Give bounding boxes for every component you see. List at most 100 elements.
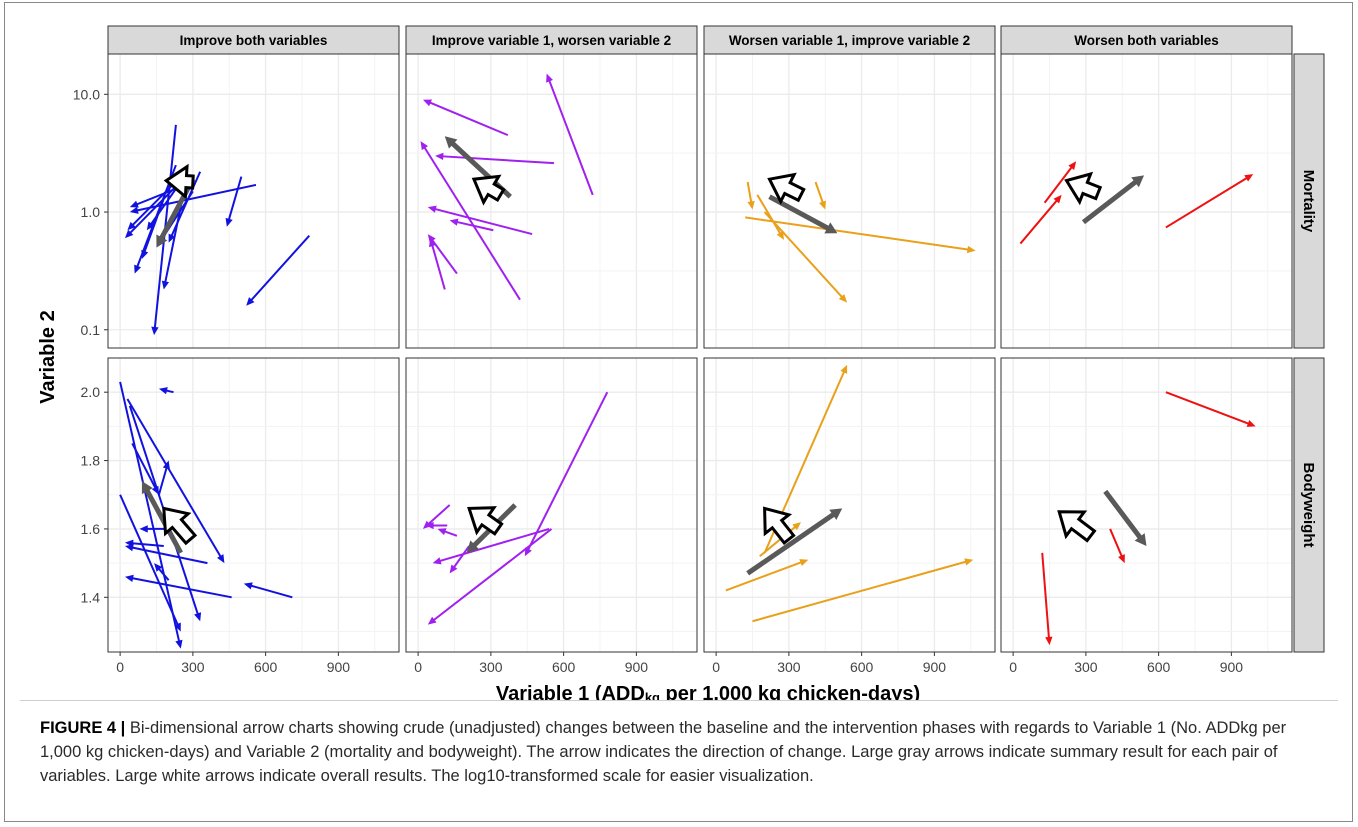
data-arrow-head [437, 528, 447, 536]
data-arrow-line [157, 467, 168, 496]
panel-border [1000, 357, 1293, 653]
panel-grid [704, 54, 995, 348]
data-arrow-head [432, 557, 442, 565]
summary-arrow-head [1134, 533, 1147, 547]
x-tick-label: 300 [777, 659, 801, 675]
overall-arrow [763, 506, 796, 546]
row-strip [1293, 357, 1325, 653]
data-arrow-head [146, 221, 155, 231]
data-arrow-line [756, 194, 782, 235]
panels-layer [107, 53, 1293, 653]
data-arrow-line [119, 494, 179, 626]
column-strip-label: Worsen variable 1, improve variable 2 [729, 33, 970, 48]
data-arrow-head [154, 563, 163, 572]
column-strip-label: Improve both variables [180, 33, 328, 48]
panel-arrows [1041, 391, 1256, 646]
data-arrow-line [227, 176, 243, 221]
data-arrow-line [527, 391, 609, 551]
axes-layer: 10.0 1.0 0.1 2.0 1.8 1.6 1.4 0 300 600 900 0 300 600 9… [73, 86, 1244, 675]
panel-background [108, 358, 399, 652]
row-strip [1293, 53, 1325, 349]
data-arrow-head [1118, 554, 1125, 564]
overall-arrow [471, 174, 506, 206]
data-arrow-head [124, 229, 134, 239]
data-arrow-head [427, 616, 437, 625]
data-arrow-line [1043, 166, 1073, 204]
column-strip [405, 25, 698, 55]
data-arrow-line [1109, 528, 1123, 557]
data-arrow-line [746, 181, 753, 203]
data-arrow-line [250, 584, 293, 599]
column-strip [703, 25, 996, 55]
data-arrow-head [127, 221, 136, 231]
overall-arrow [767, 172, 806, 205]
data-arrow-head [129, 200, 139, 208]
x-tick-label: 0 [1009, 659, 1017, 675]
data-arrow-line [814, 181, 824, 204]
data-arrow-line [745, 216, 969, 251]
data-arrow-head [966, 245, 976, 254]
panel-background [704, 54, 995, 348]
summary-arrow-head [829, 508, 843, 521]
data-arrow-head [747, 200, 755, 210]
data-arrow-line [250, 234, 311, 302]
data-arrow-head [546, 73, 553, 83]
summary-arrow-head [444, 136, 458, 149]
x-tick-label: 300 [1074, 659, 1098, 675]
summary-arrow-head [824, 222, 838, 234]
data-arrow-line [131, 178, 180, 226]
data-arrow-head [175, 639, 183, 649]
data-arrow-head [422, 99, 432, 107]
x-tick-label: 600 [1147, 659, 1171, 675]
caption-text: Bi-dimensional arrow charts showing crud… [40, 719, 1287, 785]
panel-border [703, 357, 996, 653]
data-arrow-line [165, 389, 174, 394]
data-arrow-line [126, 398, 222, 558]
summary-arrow-line [1081, 179, 1138, 225]
panel-grid [406, 54, 697, 348]
data-arrow-head [420, 141, 429, 151]
data-arrow-head [194, 612, 202, 622]
caption-divider [20, 700, 1338, 701]
panel-1-3 [1000, 357, 1293, 653]
column-strip [1000, 25, 1293, 55]
data-arrow-head [1068, 161, 1077, 171]
x-tick-label: 600 [552, 659, 576, 675]
data-arrow-head [134, 264, 142, 274]
panel-arrows [1019, 161, 1254, 245]
summary-arrow-head [466, 540, 480, 553]
row-strip-label: Bodyweight [1300, 463, 1317, 548]
panel-arrows [124, 124, 311, 336]
y-axis-title: Variable 2 [37, 310, 59, 403]
summary-arrow-head [156, 234, 168, 248]
data-arrow-head [840, 364, 848, 374]
data-arrow-line [431, 239, 458, 275]
caption-label: FIGURE 4 | [40, 719, 126, 737]
data-arrow-line [432, 528, 553, 622]
data-arrow-line [548, 79, 594, 196]
data-arrow-head [162, 460, 170, 470]
data-arrow-head [151, 485, 159, 495]
data-arrow-line [453, 545, 470, 569]
overall-arrow [1057, 510, 1097, 543]
data-arrow-head [427, 234, 436, 243]
data-arrow-line [1165, 177, 1248, 229]
data-arrow-head [124, 574, 134, 582]
data-arrow-line [431, 244, 446, 290]
data-arrow-head [428, 238, 437, 248]
data-arrow-head [124, 539, 134, 547]
data-arrow-head [524, 547, 532, 557]
data-arrow-head [449, 564, 458, 574]
panel-background [704, 358, 995, 652]
panel-0-1 [405, 53, 698, 349]
overall-arrow [467, 506, 504, 536]
x-tick-label: 0 [414, 659, 422, 675]
y-tick-label: 0.1 [81, 322, 101, 338]
figure-caption: FIGURE 4 | Bi-dimensional arrow charts s… [40, 716, 1330, 788]
data-arrow-head [243, 582, 253, 590]
panel-arrows [725, 364, 974, 623]
panel-0-0 [107, 53, 400, 349]
data-arrow-head [141, 249, 149, 259]
x-tick-label: 300 [181, 659, 205, 675]
panel-1-1 [405, 357, 698, 653]
